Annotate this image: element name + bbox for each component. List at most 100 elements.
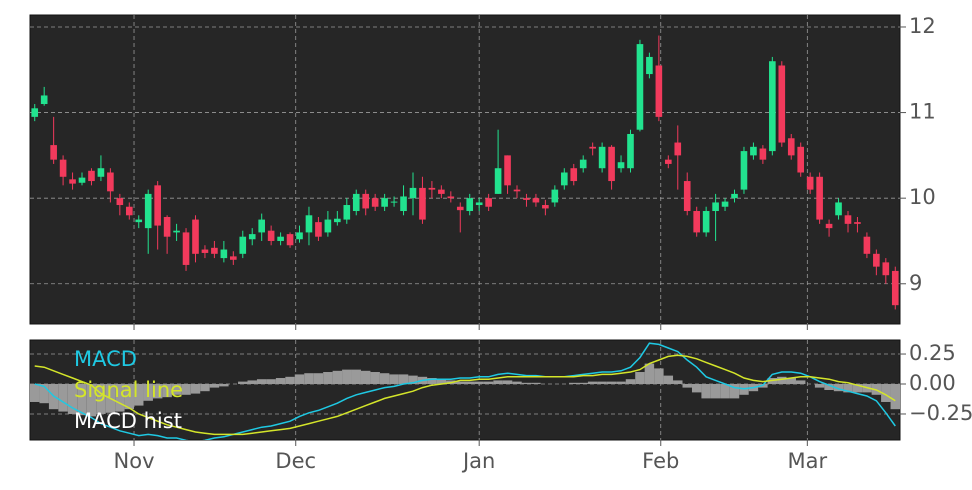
hist-bar <box>370 372 380 385</box>
candle-body <box>258 219 265 233</box>
y-tick-label: 9 <box>909 271 922 295</box>
candle-body <box>192 219 199 254</box>
hist-bar <box>852 384 863 393</box>
y-tick-label: 11 <box>909 100 936 124</box>
hist-bar <box>587 381 598 385</box>
hist-bar <box>39 384 49 404</box>
candle-body <box>655 65 663 117</box>
candle-body <box>50 145 57 160</box>
candle-body <box>665 159 672 164</box>
candle-body <box>674 142 682 156</box>
candle-body <box>248 234 256 240</box>
candle-body <box>835 202 842 216</box>
hist-bar <box>814 384 825 388</box>
hist-bar <box>455 381 465 385</box>
hist-bar <box>833 384 844 392</box>
hist-bar <box>795 380 806 385</box>
hist-bar <box>531 382 541 385</box>
hist-bar <box>58 384 68 412</box>
candle-body <box>419 187 426 220</box>
candle-body <box>702 211 710 233</box>
candle-body <box>286 234 294 246</box>
candle-body <box>617 162 625 169</box>
hist-bar <box>134 384 144 406</box>
candle-body <box>315 222 322 237</box>
hist-bar <box>304 373 314 385</box>
hist-bar <box>247 380 257 385</box>
candle-body <box>381 198 388 207</box>
candle-body <box>362 193 370 209</box>
candle-body <box>570 168 578 182</box>
x-tick-label: Dec <box>275 449 316 473</box>
candle-body <box>324 219 332 233</box>
y-tick-label: 12 <box>909 14 936 38</box>
candle-body <box>163 217 171 237</box>
candle-body <box>438 189 445 194</box>
hist-bar <box>115 384 125 412</box>
hist-bar <box>30 384 40 402</box>
candle-body <box>513 189 521 192</box>
hist-bar <box>181 384 191 395</box>
hist-bar <box>171 384 182 395</box>
hist-bar <box>701 384 711 399</box>
candle-body <box>523 198 530 200</box>
hist-bar <box>266 379 276 385</box>
hist-bar <box>294 374 305 385</box>
hist-bar <box>635 372 645 385</box>
hist-bar <box>124 384 135 410</box>
y-tick-label: −0.25 <box>909 401 972 425</box>
candle-body <box>627 133 634 169</box>
candle-body <box>371 198 379 207</box>
hist-bar <box>360 370 371 385</box>
candle-body <box>409 187 417 199</box>
candle-body <box>211 247 218 254</box>
candle-body <box>59 159 67 177</box>
hist-bar <box>379 373 390 385</box>
candle-body <box>816 176 823 220</box>
hist-bar <box>644 363 655 385</box>
x-tick-label: Mar <box>788 449 828 473</box>
candle-body <box>504 155 511 186</box>
hist-bar <box>351 369 361 385</box>
hist-bar <box>190 384 201 394</box>
candle-body <box>31 108 39 117</box>
hist-bar <box>502 380 513 385</box>
candle-body <box>863 236 871 254</box>
hist-bar <box>389 374 399 385</box>
hist-bar <box>843 384 853 393</box>
hist-bar <box>578 382 588 385</box>
price-plot <box>30 15 900 324</box>
candle-body <box>740 151 748 190</box>
candle-body <box>107 172 114 192</box>
candle-body <box>173 230 180 233</box>
candle-body <box>343 205 351 220</box>
candle-body <box>267 230 275 241</box>
candle-body <box>608 146 615 182</box>
macd-line <box>34 342 896 440</box>
candle-body <box>806 176 814 190</box>
hist-bar <box>152 384 163 399</box>
x-tick-label: Feb <box>642 449 679 473</box>
candle-body <box>854 222 861 224</box>
candle-body <box>69 179 76 184</box>
x-tick-label: Nov <box>114 449 155 473</box>
hist-bar <box>673 380 683 385</box>
hist-bar <box>691 384 702 393</box>
hist-bar <box>96 384 106 414</box>
candle-body <box>466 198 474 212</box>
y-tick-label: 10 <box>909 185 936 209</box>
y-tick-label: 0.00 <box>909 371 956 395</box>
hist-bar <box>597 381 607 385</box>
hist-bar <box>625 379 636 385</box>
hist-bar <box>342 369 352 385</box>
candle-body <box>428 187 436 190</box>
macd-plot <box>30 340 900 440</box>
candle-body <box>352 193 360 212</box>
candle-body <box>154 185 161 226</box>
legend-label: Signal line <box>74 378 183 402</box>
hist-bar <box>777 376 787 385</box>
candle-body <box>560 172 568 186</box>
hist-bar <box>427 378 437 385</box>
candle-body <box>305 215 313 233</box>
